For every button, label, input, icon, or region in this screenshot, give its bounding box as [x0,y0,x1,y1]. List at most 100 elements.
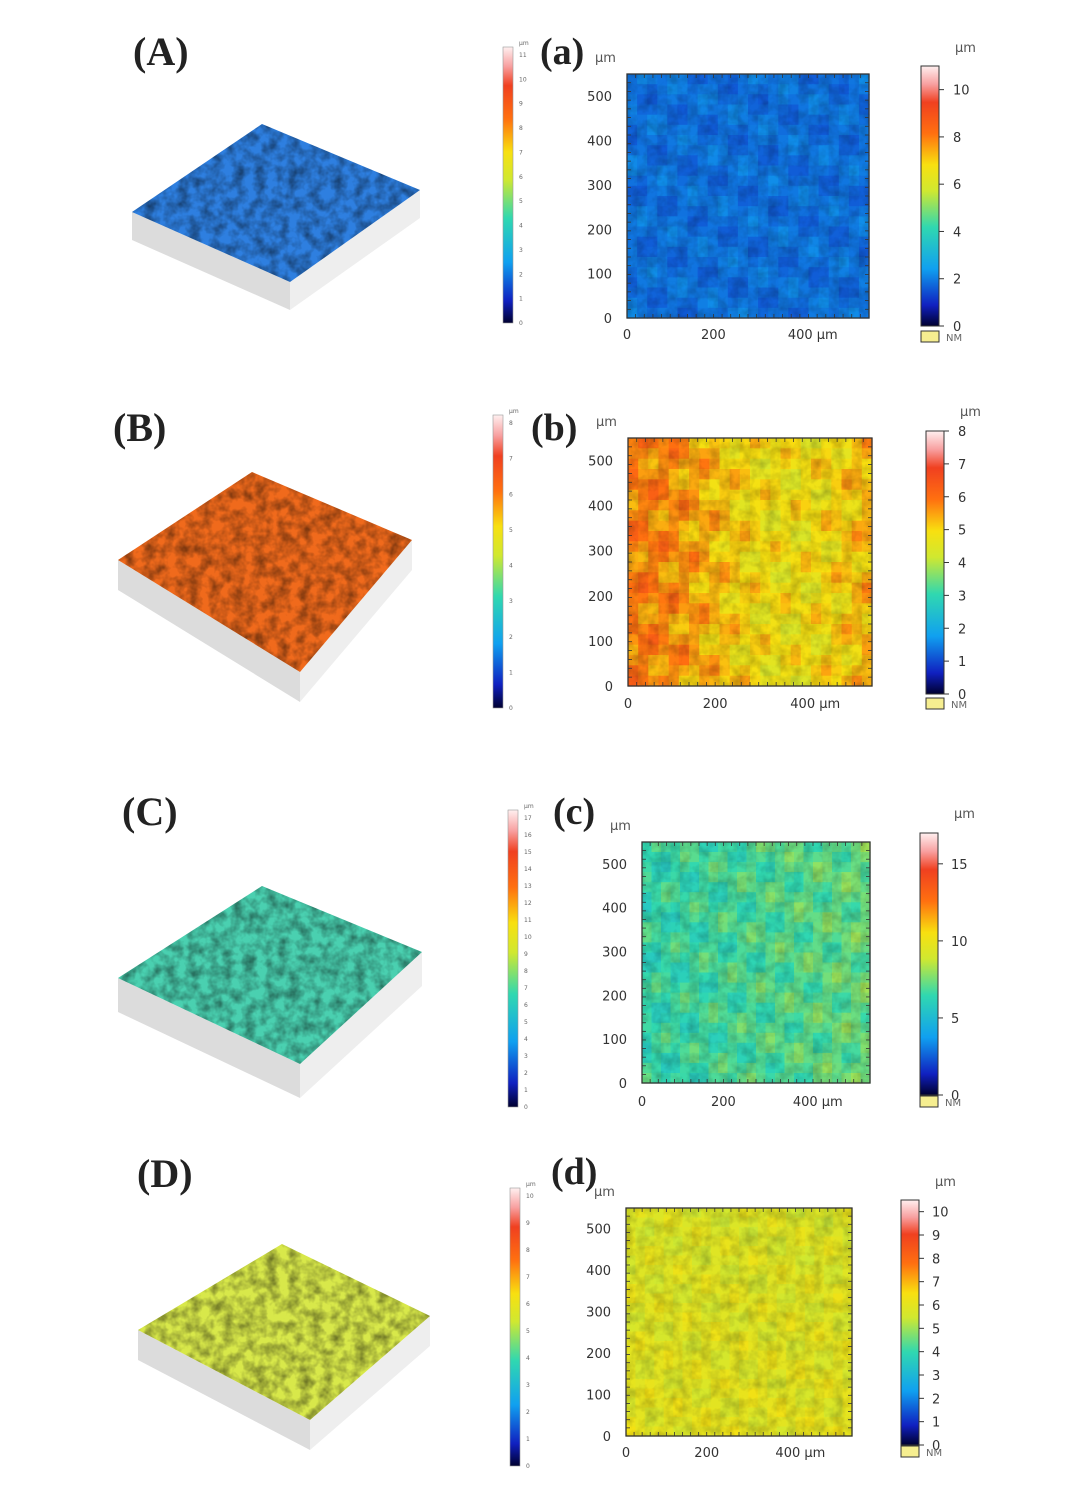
x-tick-label: 200 [694,1446,719,1461]
panel-label-C: (C) [122,789,178,834]
small-colorbar [509,1187,521,1467]
y-tick-label: 300 [588,545,613,560]
y-axis-unit: µm [594,1185,615,1200]
small-colorbar-tick-label: 11 [519,52,527,59]
colorbar [900,1199,920,1446]
small-colorbar [502,46,514,324]
small-colorbar-tick-label: 11 [524,917,532,924]
small-colorbar-tick-label: 4 [524,1036,528,1043]
small-colorbar [507,809,519,1108]
x-tick-label: 400 µm [775,1446,825,1461]
small-colorbar-tick-label: 7 [509,456,513,463]
y-tick-label: 100 [588,635,613,650]
heatmap-texture [628,438,872,686]
y-tick-label: 300 [586,1306,611,1321]
small-colorbar-tick-label: 6 [526,1301,530,1308]
y-tick-label: 200 [586,1347,611,1362]
small-colorbar-tick-label: 12 [524,900,532,907]
small-colorbar-tick-label: 6 [524,1002,528,1009]
colorbar-tick-label: 4 [953,225,961,240]
small-colorbar-tick-label: 6 [509,491,513,498]
y-tick-label: 400 [602,902,627,917]
small-colorbar-tick-label: 0 [526,1463,530,1470]
colorbar-tick-label: 6 [932,1299,940,1314]
small-colorbar-tick-label: 3 [509,598,513,605]
panel-label-D: (D) [137,1151,193,1196]
x-tick-label: 0 [622,1446,630,1461]
small-colorbar-tick-label: 2 [526,1409,530,1416]
colorbar-tick-label: 3 [932,1369,940,1384]
surface-side-left [132,212,290,310]
nm-legend-swatch [900,1445,920,1458]
heatmap-texture [642,842,870,1083]
small-colorbar-tick-label: 13 [524,883,532,890]
panel-label-c: (c) [553,791,596,833]
x-tick-label: 400 µm [793,1095,843,1110]
surface-texture [118,472,412,672]
colorbar-tick-label: 10 [953,84,970,99]
small-colorbar-tick-label: 7 [524,985,528,992]
x-tick-label: 0 [624,697,632,712]
small-colorbar-tick-label: 1 [519,296,523,303]
surface-side-left [118,978,300,1098]
y-tick-label: 0 [603,1430,611,1445]
panel-label-d: (d) [551,1151,598,1193]
surface-texture [118,886,422,1064]
colorbar-tick-label: 2 [958,622,966,637]
panel-label-B: (B) [113,405,167,450]
small-colorbar-tick-label: 3 [526,1382,530,1389]
colorbar-tick-label: 4 [958,557,966,572]
small-colorbar-tick-label: 5 [519,198,523,205]
x-tick-label: 200 [711,1095,736,1110]
small-colorbar-unit: µm [509,408,519,415]
small-colorbar [492,414,504,709]
small-colorbar-tick-label: 4 [519,223,523,230]
surface-side-left [138,1330,310,1450]
colorbar-tick-label: 2 [953,273,961,288]
surface-texture [138,1244,430,1420]
y-axis-unit: µm [595,51,616,66]
nm-legend-swatch [925,697,945,710]
y-tick-label: 400 [588,500,613,515]
small-colorbar-tick-label: 0 [524,1104,528,1111]
small-colorbar-tick-label: 8 [526,1247,530,1254]
small-colorbar-tick-label: 8 [519,125,523,132]
colorbar-tick-label: 3 [958,589,966,604]
small-colorbar-tick-label: 17 [524,815,532,822]
small-colorbar-tick-label: 1 [509,669,513,676]
small-colorbar-tick-label: 9 [526,1220,530,1227]
small-colorbar-tick-label: 0 [509,705,513,712]
small-colorbar-tick-label: 10 [526,1193,534,1200]
small-colorbar-tick-label: 3 [519,247,523,254]
colorbar-unit: µm [935,1175,956,1190]
chart-panel-3: µm01234567891011121314151617010020030040… [118,803,975,1111]
colorbar-tick-label: 6 [953,178,961,193]
small-colorbar-tick-label: 6 [519,174,523,181]
colorbar-unit: µm [960,405,981,420]
y-tick-label: 200 [587,223,612,238]
panel-label-b: (b) [531,407,578,449]
y-tick-label: 200 [588,590,613,605]
colorbar-unit: µm [954,807,975,822]
colorbar-unit: µm [955,41,976,56]
colorbar-tick-label: 1 [958,655,966,670]
nm-legend-swatch [919,1095,939,1108]
small-colorbar-tick-label: 9 [524,951,528,958]
small-colorbar-tick-label: 10 [519,76,527,83]
colorbar-tick-label: 1 [932,1416,940,1431]
colorbar-tick-label: 5 [951,1012,959,1027]
nm-legend-swatch [920,330,940,343]
colorbar-tick-label: 7 [958,458,966,473]
y-tick-label: 200 [602,989,627,1004]
small-colorbar-tick-label: 2 [524,1070,528,1077]
surface-texture [132,124,420,282]
chart-panel-2: µm 0 1 2 3 4 5 6 7 8 0 100 200 300 400 500 0 200 400 µm µm µ… [118,405,981,712]
x-tick-label: 200 [701,328,726,343]
small-colorbar-tick-label: 0 [519,320,523,327]
colorbar [920,65,940,327]
colorbar-tick-label: 6 [958,491,966,506]
colorbar-tick-label: 8 [953,131,961,146]
heatmap-texture [626,1208,852,1436]
